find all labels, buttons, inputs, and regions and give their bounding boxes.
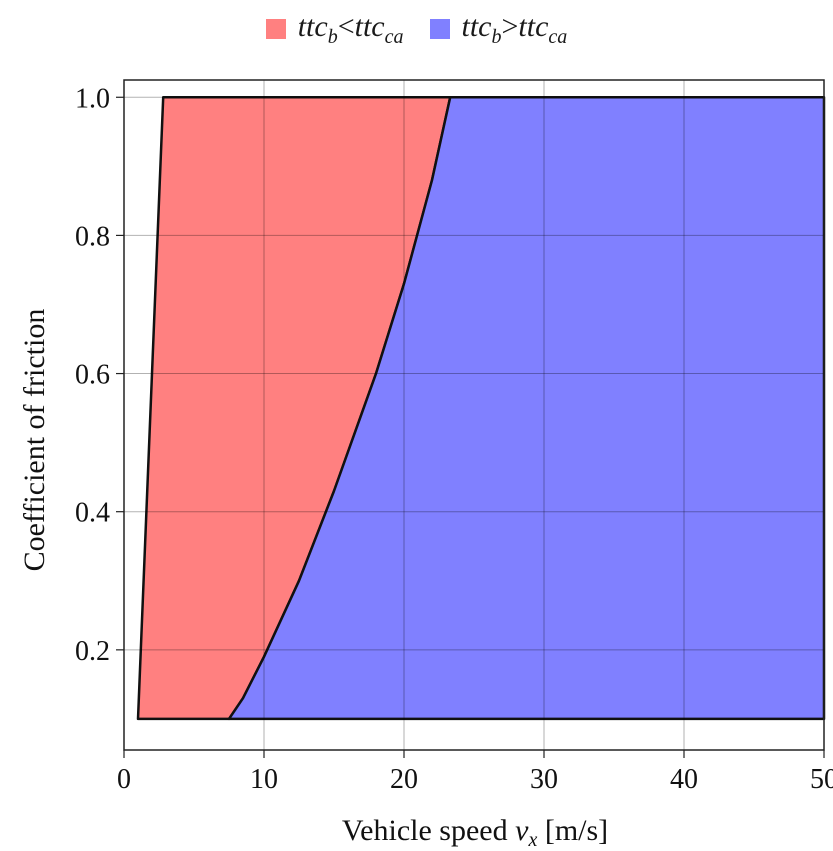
legend-item-red: ttcb<ttcca xyxy=(265,10,404,49)
x-tick-label-4: 40 xyxy=(670,764,698,795)
x-tick-label-5: 50 xyxy=(810,764,833,795)
x-axis-title-unit: [m/s] xyxy=(537,814,608,847)
legend-item-blue: ttcb>ttcca xyxy=(429,10,568,49)
legend-swatch-blue xyxy=(429,19,450,39)
y-tick-label-4: 1.0 xyxy=(75,83,110,114)
regions-layer xyxy=(136,96,826,721)
legend-blue-op: > xyxy=(501,9,519,43)
legend-red-sub1: b xyxy=(327,25,338,48)
legend-red-main2: ttc xyxy=(354,9,385,43)
legend-label-red: ttcb<ttcca xyxy=(298,10,404,49)
legend-blue-main2: ttc xyxy=(518,9,549,43)
y-tick-label-3: 0.8 xyxy=(75,221,110,252)
x-axis-title: Vehicle speed vx [m/s] xyxy=(342,814,608,851)
x-axis-title-sub: x xyxy=(527,829,537,851)
x-tick-label-3: 30 xyxy=(530,764,558,795)
legend-blue-sub2: ca xyxy=(548,25,568,48)
legend-red-sub2: ca xyxy=(384,25,404,48)
legend-blue-sub1: b xyxy=(491,25,502,48)
x-axis-title-var: v xyxy=(515,814,529,847)
x-ticks: 0 10 20 30 40 50 xyxy=(117,750,833,795)
y-tick-label-2: 0.6 xyxy=(75,360,110,391)
legend-label-blue: ttcb>ttcca xyxy=(462,10,568,49)
y-ticks: 0.2 0.4 0.6 0.8 1.0 xyxy=(75,83,124,667)
x-tick-label-0: 0 xyxy=(117,764,131,795)
x-tick-label-1: 10 xyxy=(250,764,278,795)
grid-layer xyxy=(124,80,824,750)
x-axis-title-text: Vehicle speed xyxy=(342,814,515,847)
y-tick-label-1: 0.4 xyxy=(75,498,110,529)
x-tick-label-2: 20 xyxy=(390,764,418,795)
legend-swatch-red xyxy=(265,19,286,39)
legend-blue-main: ttc xyxy=(461,9,492,43)
legend-red-op: < xyxy=(337,9,355,43)
y-tick-label-0: 0.2 xyxy=(75,636,110,667)
y-axis-title: Coefficient of friction xyxy=(18,309,51,572)
legend: ttcb<ttcca ttcb>ttcca xyxy=(0,6,833,52)
plot-frame xyxy=(123,79,825,751)
legend-red-main: ttc xyxy=(297,9,328,43)
